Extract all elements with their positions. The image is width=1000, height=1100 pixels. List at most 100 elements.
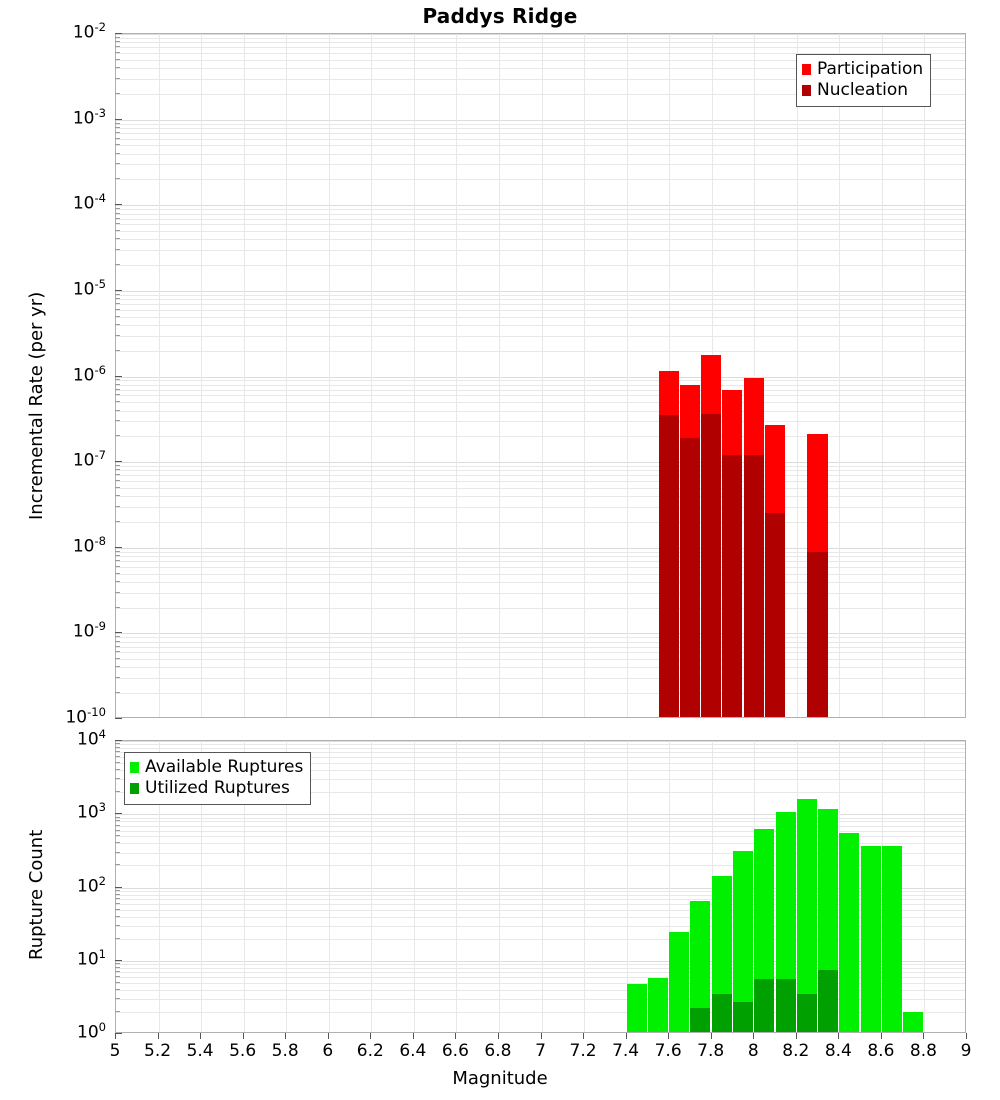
gridline-minor [116,964,965,966]
y-tick-minor [115,677,120,679]
y-tick-minor [115,126,120,128]
gridline-vertical [498,741,500,1032]
y-tick-minor [115,505,120,507]
legend-rate-item: Participation [802,59,923,80]
y-tick-minor [115,41,120,43]
legend-rate-item: Nucleation [802,80,923,101]
y-tick-minor [115,334,120,336]
gridline-minor [116,496,965,498]
gridline-vertical [371,741,373,1032]
bar-segment-count-inner [732,1001,754,1032]
bar-segment-rate-inner [722,454,743,717]
gridline-minor [116,224,965,226]
gridline-major [116,741,965,742]
legend-swatch-icon [802,85,811,96]
gridline-minor [116,239,965,241]
bar-segment-count-inner [796,994,817,1032]
gridline-minor [116,757,965,759]
gridline-major [116,119,965,121]
y-tick-minor [115,293,120,295]
x-tick [668,1033,670,1039]
x-tick [412,1033,414,1039]
gridline-minor [116,561,965,562]
legend-swatch-icon [130,783,139,794]
bar-segment-rate-inner [807,551,828,717]
y-tick-minor [115,264,120,266]
y-tick-minor [115,937,120,939]
gridline-minor [116,250,965,252]
bar-segment-rate-inner [701,413,722,717]
y-tick-minor [115,751,120,753]
y-tick-minor [115,212,120,214]
gridline-minor [116,481,965,483]
bar-count [881,845,902,1032]
x-tick-label: 8.2 [782,1041,810,1061]
gridline-minor [116,830,965,832]
y-tick-label: 103 [77,800,106,823]
y-tick-minor [115,152,120,154]
gridline-major [116,633,965,635]
x-tick-label: 6.6 [441,1041,469,1061]
bar-rate [764,424,785,717]
x-tick [157,1033,159,1039]
x-tick-label: 5.2 [144,1041,172,1061]
x-tick-label: 7.8 [697,1041,725,1061]
bar-rate [658,370,679,717]
bar-segment-rate-inner [658,414,679,717]
gridline-minor [116,916,965,918]
x-tick-label: 9 [960,1041,972,1061]
y-tick-minor [115,998,120,1000]
gridline-minor [116,466,965,468]
gridline-minor [116,573,965,575]
y-tick-label: 10-6 [72,362,106,386]
y-tick-minor [115,692,120,694]
y-tick-minor [115,474,120,476]
gridline-minor [116,852,965,854]
y-tick-major [115,118,122,120]
x-tick-label: 7 [535,1041,546,1061]
gridline-vertical [201,741,203,1032]
gridline-minor [116,37,965,39]
gridline-minor [116,470,965,472]
gridline-minor [116,967,965,969]
gridline-vertical [286,34,288,717]
y-tick-minor [115,963,120,965]
y-tick-major [115,813,122,815]
gridline-minor [116,521,965,523]
gridline-minor [116,59,965,61]
y-tick-minor [115,591,120,593]
bar-rate [722,389,743,717]
y-tick-minor [115,824,120,826]
gridline-minor [116,410,965,412]
gridline-minor [116,78,965,80]
gridline-minor [116,316,965,318]
x-tick-label: 5.6 [229,1041,257,1061]
x-tick [115,1033,116,1039]
gridline-major [116,887,965,889]
gridline-minor [116,982,965,984]
legend-label: Available Ruptures [145,757,304,777]
x-tick [242,1033,244,1039]
gridline-minor [116,894,965,896]
y-tick-minor [115,409,120,411]
y-tick-minor [115,842,120,844]
y-tick-minor [115,315,120,317]
x-tick [285,1033,287,1039]
gridline-minor [116,384,965,386]
gridline-vertical [328,741,330,1032]
bar-count [754,828,775,1032]
y-tick-major [115,959,122,961]
bar-count [775,812,796,1032]
bar-rate [679,385,700,717]
legend-swatch-icon [802,64,811,75]
x-tick [625,1033,627,1039]
x-tick [583,1033,585,1039]
gridline-major [116,547,965,549]
y-tick-label: 10-8 [72,533,106,557]
y-tick-minor [115,420,120,422]
bar-count [796,799,817,1032]
y-tick-major [115,632,122,634]
gridline-minor [116,825,965,827]
y-tick-minor [115,971,120,973]
x-tick [838,1033,840,1039]
